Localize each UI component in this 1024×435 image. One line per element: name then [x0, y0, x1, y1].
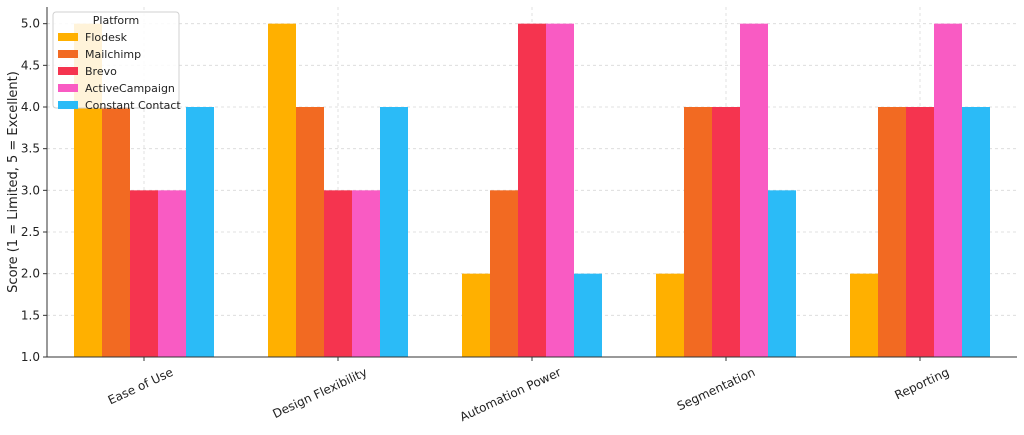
bar-mailchimp [878, 107, 906, 357]
y-tick-label: 3.0 [21, 183, 40, 197]
x-tick-label: Segmentation [675, 365, 757, 413]
bar-brevo [130, 190, 158, 357]
legend-title: Platform [93, 14, 139, 27]
bar-brevo [518, 23, 546, 358]
y-tick-label: 2.5 [21, 225, 40, 239]
bar-activecampaign [934, 23, 962, 358]
legend-swatch [58, 101, 78, 109]
bar-brevo [712, 107, 740, 357]
y-tick-label: 2.0 [21, 267, 40, 281]
bar-flodesk [268, 23, 296, 358]
legend-entry: Constant Contact [85, 99, 181, 112]
axes [43, 7, 1017, 361]
bar-constant-contact [380, 107, 408, 357]
bar-mailchimp [684, 107, 712, 357]
bar-flodesk [462, 273, 490, 357]
legend-swatch [58, 50, 78, 58]
legend-box [52, 11, 180, 109]
legend-entry: Mailchimp [85, 48, 141, 61]
x-tick-label: Reporting [892, 365, 951, 402]
y-tick-label: 1.0 [21, 350, 40, 364]
bar-constant-contact [768, 190, 796, 357]
legend-swatch [58, 84, 78, 92]
legend-swatch [58, 33, 78, 41]
bar-activecampaign [740, 23, 768, 358]
bar-brevo [906, 107, 934, 357]
x-tick-label: Design Flexibility [270, 365, 369, 421]
bar-activecampaign [158, 190, 186, 357]
legend-entry: ActiveCampaign [85, 82, 175, 95]
legend-entry: Brevo [85, 65, 117, 78]
y-tick-label: 1.5 [21, 308, 40, 322]
x-tick-label: Automation Power [458, 365, 564, 424]
bar-mailchimp [490, 190, 518, 357]
bar-mailchimp [102, 107, 130, 357]
y-tick-label: 4.5 [21, 58, 40, 72]
y-tick-label: 5.0 [21, 17, 40, 31]
bars [74, 23, 990, 358]
bar-activecampaign [546, 23, 574, 358]
bar-activecampaign [352, 190, 380, 357]
y-tick-labels: 1.0 1.5 2.0 2.5 3.0 3.5 4.0 4.5 5.0 [21, 17, 40, 364]
bar-flodesk [850, 273, 878, 357]
y-tick-label: 4.0 [21, 100, 40, 114]
x-tick-label: Ease of Use [106, 365, 176, 407]
bar-constant-contact [962, 107, 990, 357]
bar-flodesk [656, 273, 684, 357]
legend: Platform Flodesk Mailchimp Brevo ActiveCampa… [52, 11, 181, 112]
legend-entry: Flodesk [85, 31, 128, 44]
legend-swatch [58, 67, 78, 75]
bar-brevo [324, 190, 352, 357]
y-axis-label: Score (1 = Limited, 5 = Excellent) [6, 71, 21, 293]
bar-constant-contact [186, 107, 214, 357]
y-tick-label: 3.5 [21, 142, 40, 156]
x-tick-labels: Ease of Use Design Flexibility Automation … [106, 365, 952, 424]
bar-mailchimp [296, 107, 324, 357]
bar-constant-contact [574, 273, 602, 357]
